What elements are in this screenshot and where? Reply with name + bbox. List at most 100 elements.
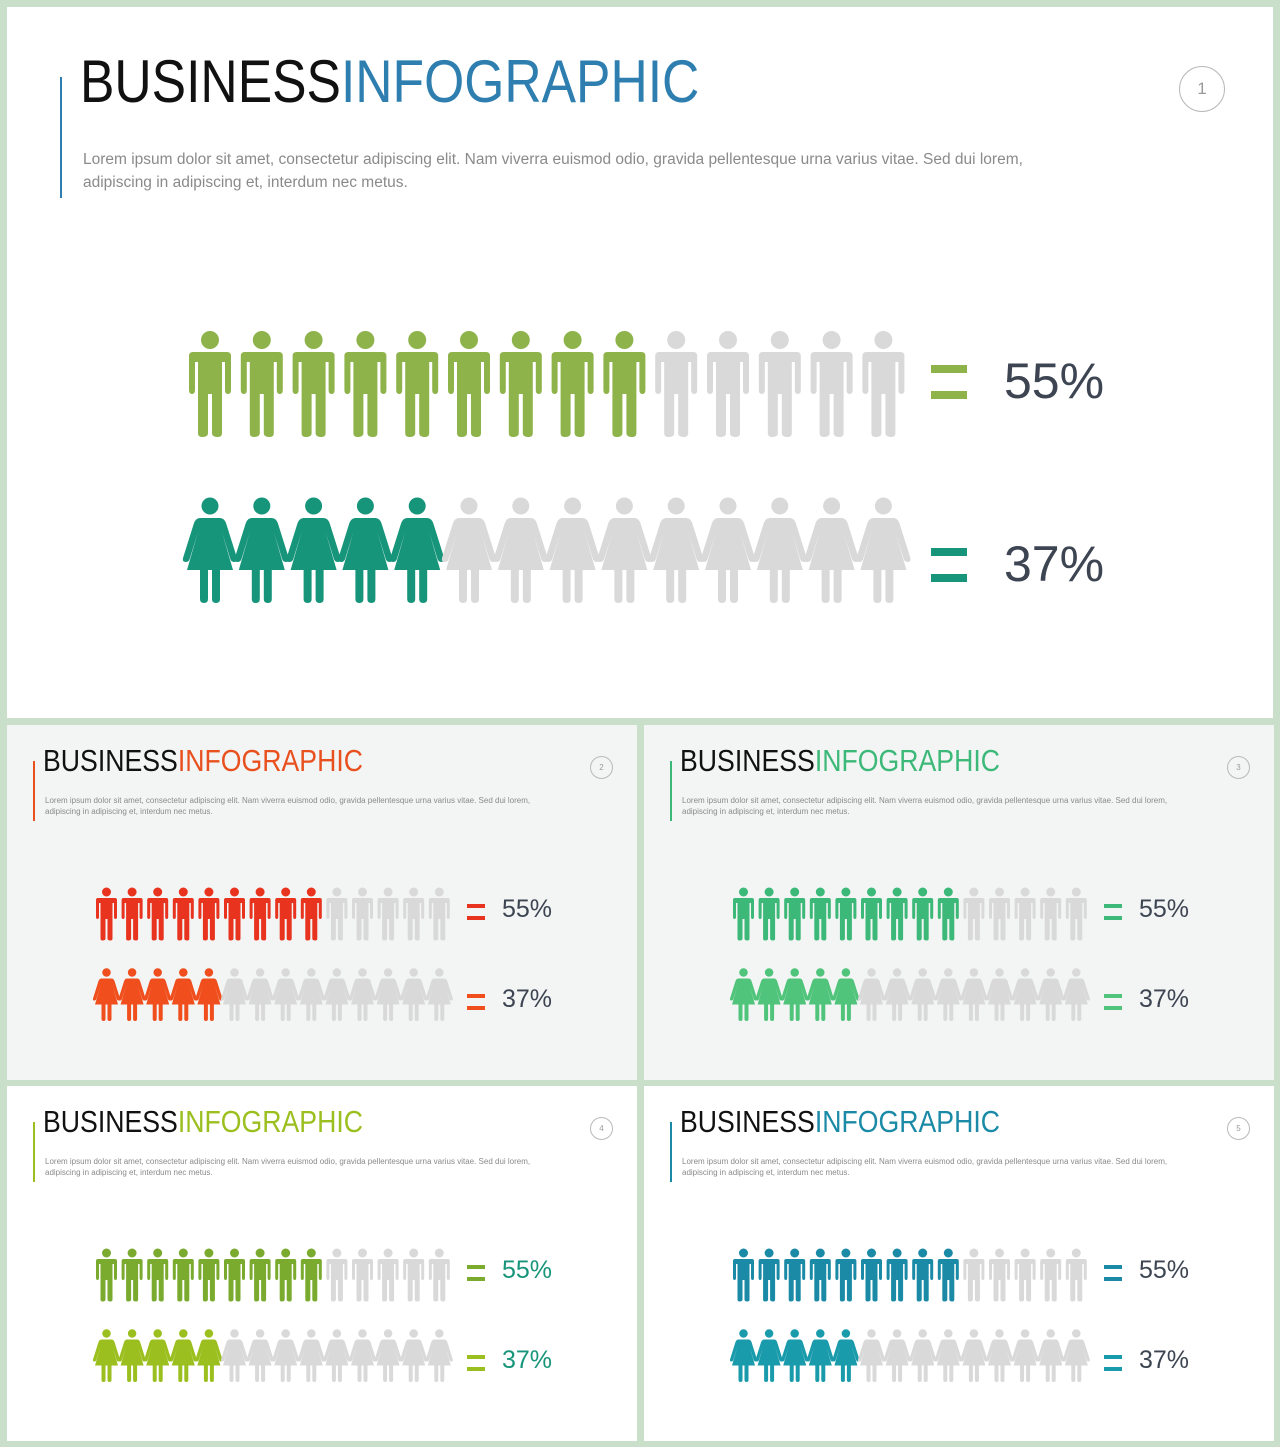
female-icon-filled	[781, 1329, 809, 1382]
title-black-part: BUSINESS	[680, 743, 815, 778]
male-icon-filled	[240, 331, 283, 437]
slide-title: BUSINESSINFOGRAPHIC	[43, 1104, 363, 1140]
female-icon-empty	[348, 1329, 377, 1382]
slide-4: BUSINESSINFOGRAPHIC Lorem ipsum dolor si…	[7, 1086, 637, 1441]
female-icon-empty	[909, 1329, 937, 1382]
female-icon-filled	[169, 1329, 197, 1382]
female-icon-filled	[729, 968, 758, 1021]
title-accent-line	[33, 761, 35, 821]
male-icon-filled	[172, 887, 194, 941]
female-icon-filled	[195, 1329, 223, 1382]
male-icon-filled	[224, 1248, 245, 1302]
female-icon-filled	[182, 497, 238, 603]
male-icon-filled	[147, 887, 169, 941]
female-icon-empty	[857, 1329, 886, 1382]
female-percentage-label: 37%	[502, 1346, 553, 1374]
male-percentage-label: 55%	[1004, 353, 1105, 409]
female-icon-filled	[169, 968, 197, 1021]
equals-sign-male	[1104, 1265, 1122, 1281]
male-icon-filled	[147, 1248, 169, 1302]
female-icon-empty	[985, 968, 1014, 1021]
pictograph	[92, 1248, 453, 1382]
male-icon-empty	[326, 1248, 348, 1302]
male-percentage-label: 55%	[502, 1256, 553, 1284]
slide-2: BUSINESSINFOGRAPHIC Lorem ipsum dolor si…	[7, 725, 637, 1080]
slide-description: Lorem ipsum dolor sit amet, consectetur …	[45, 1157, 531, 1177]
female-icon-filled	[806, 968, 834, 1021]
female-icon-filled	[338, 497, 393, 603]
slide-title: BUSINESSINFOGRAPHIC	[80, 45, 699, 119]
male-icon-filled	[886, 1248, 908, 1302]
female-icon-empty	[400, 968, 428, 1021]
slide-description: Lorem ipsum dolor sit amet, consectetur …	[682, 1157, 1168, 1177]
female-icon-empty	[1062, 968, 1090, 1021]
female-icon-empty	[883, 1329, 911, 1382]
female-icon-filled	[832, 1329, 860, 1382]
pictograph	[729, 1248, 1090, 1382]
male-icon-filled	[784, 1248, 806, 1302]
male-icon-filled	[292, 331, 335, 437]
male-icon-empty	[403, 1248, 425, 1302]
female-icon-filled	[755, 1329, 783, 1382]
male-percentage-label: 55%	[502, 895, 553, 923]
title-accent-line	[670, 761, 672, 821]
female-icon-filled	[144, 968, 172, 1021]
slide-5: BUSINESSINFOGRAPHIC Lorem ipsum dolor si…	[644, 1086, 1274, 1441]
male-icon-empty	[1014, 887, 1036, 941]
female-icon-empty	[934, 968, 962, 1021]
female-icon-empty	[1011, 1329, 1039, 1382]
female-icon-empty	[493, 497, 548, 603]
male-icon-empty	[989, 887, 1010, 941]
slide-1: BUSINESSINFOGRAPHIC Lorem ipsum dolor si…	[7, 7, 1273, 718]
female-icon-empty	[374, 1329, 402, 1382]
female-icon-empty	[1037, 968, 1065, 1021]
female-icon-filled	[144, 1329, 172, 1382]
male-percentage-label: 55%	[1139, 895, 1190, 923]
male-icon-filled	[249, 1248, 271, 1302]
male-icon-empty	[758, 331, 801, 437]
title-black-part: BUSINESS	[680, 1104, 815, 1139]
female-icon-empty	[400, 1329, 428, 1382]
male-icon-empty	[403, 887, 425, 941]
female-percentage-label: 37%	[502, 985, 553, 1013]
female-icon-empty	[985, 1329, 1014, 1382]
male-icon-filled	[121, 1248, 143, 1302]
male-icon-filled	[784, 887, 806, 941]
title-accent-line	[670, 1122, 672, 1182]
female-icon-empty	[960, 968, 988, 1021]
male-icon-filled	[499, 331, 542, 437]
male-icon-filled	[448, 331, 490, 437]
female-icon-filled	[195, 968, 223, 1021]
male-icon-filled	[758, 887, 780, 941]
male-icon-filled	[551, 331, 594, 437]
male-icon-empty	[1040, 1248, 1062, 1302]
male-icon-filled	[886, 887, 908, 941]
female-icon-empty	[960, 1329, 988, 1382]
male-icon-filled	[396, 331, 439, 437]
page-number-badge: 4	[590, 1117, 613, 1140]
male-icon-filled	[861, 1248, 882, 1302]
female-icon-empty	[374, 968, 402, 1021]
male-icon-empty	[428, 887, 450, 941]
male-icon-filled	[758, 1248, 780, 1302]
female-icon-empty	[1011, 968, 1039, 1021]
page-number-badge: 5	[1227, 1117, 1250, 1140]
male-icon-empty	[428, 1248, 450, 1302]
male-icon-empty	[963, 1248, 985, 1302]
male-icon-empty	[707, 331, 749, 437]
female-icon-empty	[909, 968, 937, 1021]
male-icon-filled	[835, 1248, 857, 1302]
female-icon-empty	[700, 497, 756, 603]
male-icon-filled	[912, 887, 934, 941]
female-icon-empty	[297, 1329, 325, 1382]
male-icon-filled	[809, 1248, 831, 1302]
equals-sign-male	[467, 1265, 485, 1281]
female-percentage-label: 37%	[1139, 1346, 1190, 1374]
male-icon-empty	[862, 331, 905, 437]
male-icon-filled	[96, 887, 117, 941]
title-black-part: BUSINESS	[43, 743, 178, 778]
title-accent-part: INFOGRAPHIC	[814, 1104, 1000, 1139]
female-icon-empty	[425, 968, 453, 1021]
male-icon-empty	[810, 331, 853, 437]
female-icon-filled	[118, 968, 146, 1021]
